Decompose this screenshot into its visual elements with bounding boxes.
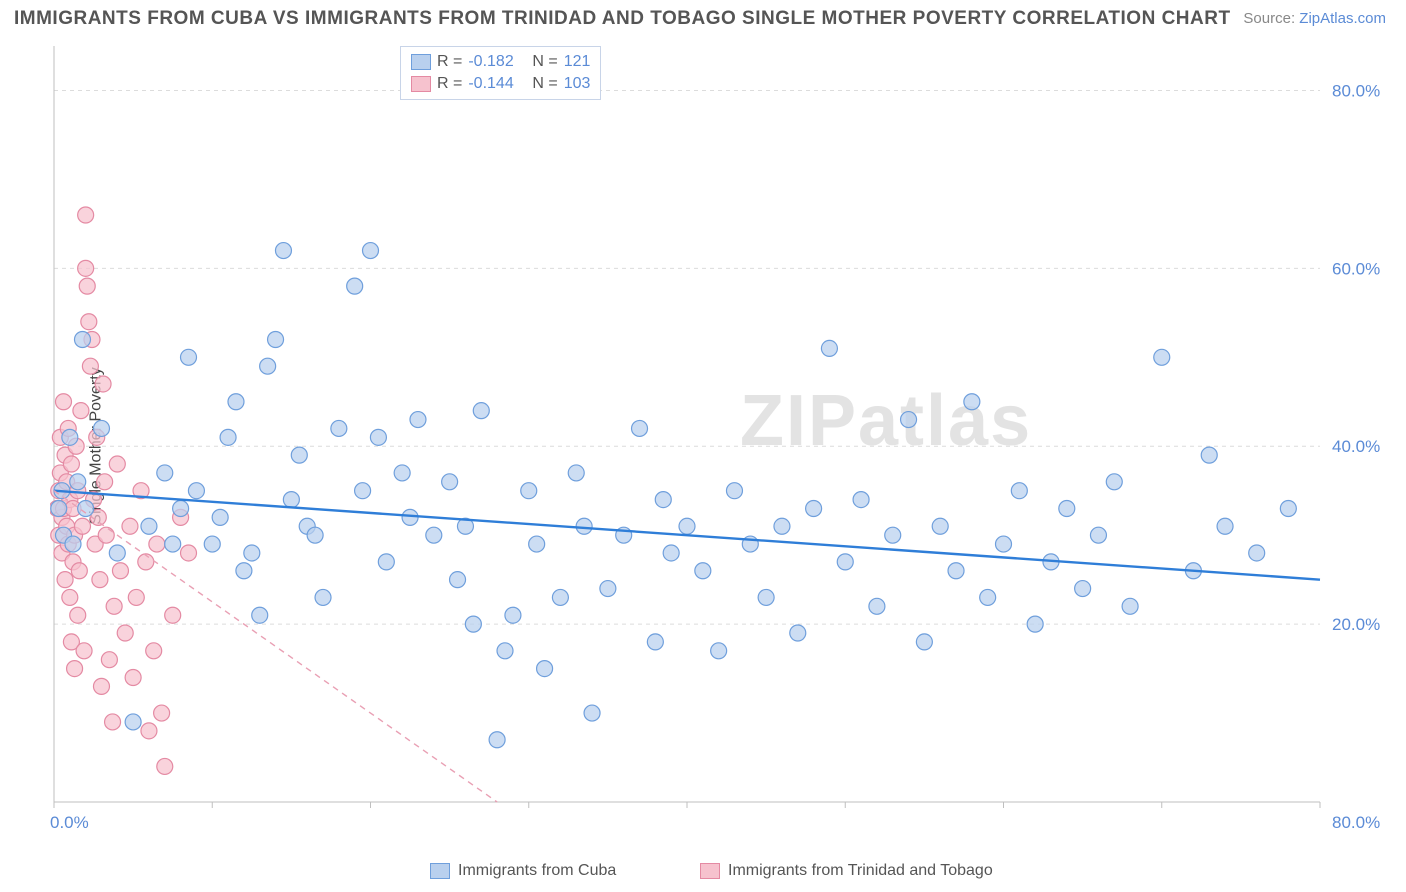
scatter-svg: 20.0% 40.0% 60.0% 80.0% 0.0% 80.0% (50, 42, 1390, 842)
chart-title: IMMIGRANTS FROM CUBA VS IMMIGRANTS FROM … (14, 8, 1231, 30)
plot-area: 20.0% 40.0% 60.0% 80.0% 0.0% 80.0% (50, 42, 1390, 842)
n-label: N = (532, 73, 557, 95)
legend-stat-row: R = -0.182 N = 121 (411, 51, 590, 73)
n-value: 121 (564, 51, 591, 73)
legend-stat-row: R = -0.144 N = 103 (411, 73, 590, 95)
source-link[interactable]: ZipAtlas.com (1299, 10, 1386, 27)
svg-text:80.0%: 80.0% (1332, 81, 1380, 100)
svg-text:60.0%: 60.0% (1332, 259, 1380, 278)
legend-series-1: Immigrants from Cuba (430, 862, 616, 880)
svg-text:0.0%: 0.0% (50, 813, 89, 832)
legend-swatch (430, 863, 450, 879)
chart-container: IMMIGRANTS FROM CUBA VS IMMIGRANTS FROM … (0, 0, 1406, 892)
svg-text:20.0%: 20.0% (1332, 615, 1380, 634)
legend-label: Immigrants from Trinidad and Tobago (728, 862, 993, 880)
legend-swatch (700, 863, 720, 879)
source-label: Source: ZipAtlas.com (1243, 10, 1386, 27)
n-value: 103 (564, 73, 591, 95)
r-value: -0.182 (468, 51, 526, 73)
legend-series-2: Immigrants from Trinidad and Tobago (700, 862, 993, 880)
n-label: N = (532, 51, 557, 73)
r-label: R = (437, 51, 462, 73)
svg-text:40.0%: 40.0% (1332, 437, 1380, 456)
source-prefix: Source: (1243, 10, 1299, 27)
legend-stats-box: R = -0.182 N = 121 R = -0.144 N = 103 (400, 46, 601, 100)
r-value: -0.144 (468, 73, 526, 95)
legend-swatch (411, 54, 431, 70)
r-label: R = (437, 73, 462, 95)
legend-label: Immigrants from Cuba (458, 862, 616, 880)
svg-text:80.0%: 80.0% (1332, 813, 1380, 832)
legend-swatch (411, 76, 431, 92)
